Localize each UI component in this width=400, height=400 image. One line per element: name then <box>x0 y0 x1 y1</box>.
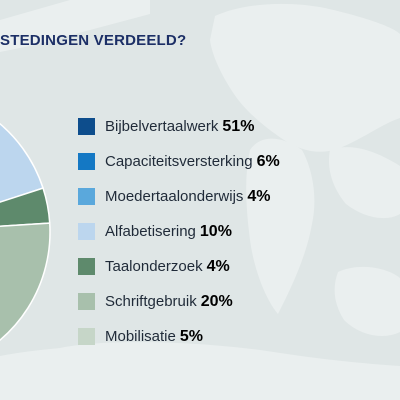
legend-swatch <box>78 258 95 275</box>
legend-item: Taalonderzoek 4% <box>78 249 280 284</box>
legend-swatch <box>78 153 95 170</box>
legend-item: Bijbelvertaalwerk 51% <box>78 109 280 144</box>
legend-value: 10% <box>199 222 232 240</box>
legend-value: 51% <box>222 117 255 135</box>
pie-slice-alfabetisering <box>0 122 44 203</box>
legend-label: Mobilisatie <box>105 328 176 345</box>
legend-swatch <box>78 293 95 310</box>
legend-swatch <box>78 328 95 345</box>
legend-item: Moedertaalonderwijs 4% <box>78 179 280 214</box>
legend-value: 20% <box>200 292 233 310</box>
legend-label: Capaciteitsversterking <box>105 153 253 170</box>
legend-label: Taalonderzoek <box>105 258 203 275</box>
legend-swatch <box>78 188 95 205</box>
pie-slice-schriftgebruik <box>0 222 51 342</box>
legend-value: 6% <box>256 152 280 170</box>
legend-swatch <box>78 223 95 240</box>
legend-item: Capaciteitsversterking 6% <box>78 144 280 179</box>
legend-label: Alfabetisering <box>105 223 196 240</box>
chart-legend: Bijbelvertaalwerk 51% Capaciteitsversterki… <box>78 109 280 354</box>
legend-item: Schriftgebruik 20% <box>78 284 280 319</box>
legend-label: Bijbelvertaalwerk <box>105 118 219 135</box>
legend-label: Schriftgebruik <box>105 293 197 310</box>
legend-swatch <box>78 118 95 135</box>
chart-title: STEDINGEN VERDEELD? <box>0 32 187 49</box>
legend-label: Moedertaalonderwijs <box>105 188 244 205</box>
legend-item: Alfabetisering 10% <box>78 214 280 249</box>
legend-value: 4% <box>247 187 271 205</box>
legend-value: 4% <box>206 257 230 275</box>
legend-value: 5% <box>179 327 203 345</box>
legend-item: Mobilisatie 5% <box>78 319 280 354</box>
